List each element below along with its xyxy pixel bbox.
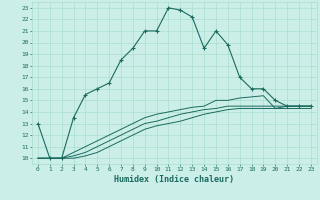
X-axis label: Humidex (Indice chaleur): Humidex (Indice chaleur)	[115, 175, 234, 184]
